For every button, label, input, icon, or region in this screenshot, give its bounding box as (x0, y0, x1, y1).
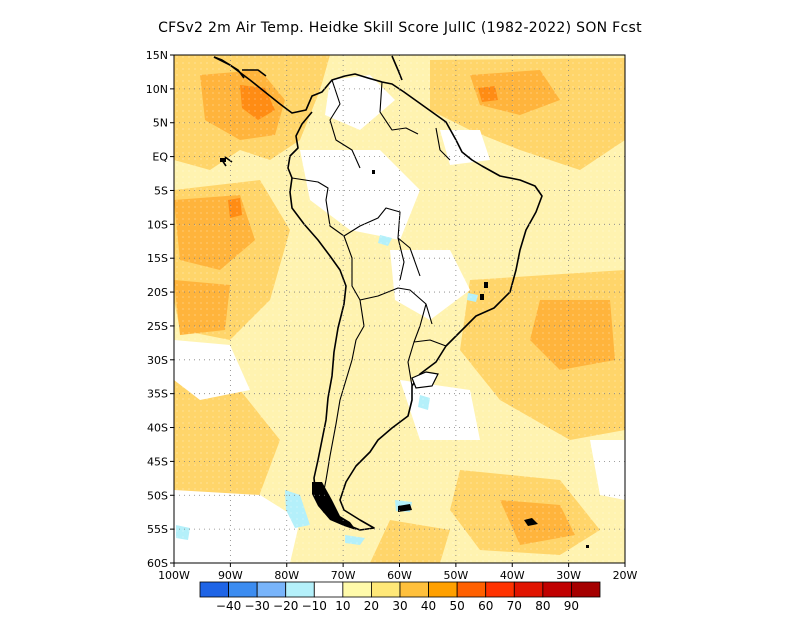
colorbar-label: 60 (478, 599, 493, 613)
colorbar-label: 90 (564, 599, 579, 613)
colorbar-swatch (256, 581, 287, 598)
map-title: CFSv2 2m Air Temp. Heidke Skill Score Ju… (158, 20, 642, 36)
colorbar-swatch (228, 581, 258, 598)
uruguay-lake (411, 371, 439, 389)
colorbar-label: 30 (392, 599, 407, 613)
lat-label: 60S (147, 557, 168, 570)
colorbar-label: 70 (507, 599, 522, 613)
lat-label: 35S (147, 388, 168, 401)
lon-label: 40W (500, 569, 525, 582)
colorbar-swatch (428, 581, 458, 598)
colorbar-label: 40 (421, 599, 436, 613)
lon-label: 50W (443, 569, 468, 582)
islands (220, 158, 589, 548)
longitude-labels: 100W 90W 80W 70W 60W 50W 40W 30W 20W (158, 563, 638, 582)
colorbar-swatch (199, 581, 229, 598)
lat-label: 15N (146, 49, 168, 62)
lat-label: 5N (153, 117, 168, 130)
lon-label: 60W (387, 569, 412, 582)
colorbar-label: −30 (244, 599, 269, 613)
lon-label: 20W (613, 569, 638, 582)
lat-label: EQ (152, 151, 168, 164)
lat-label: 55S (147, 523, 168, 536)
colorbar-swatch (456, 581, 487, 598)
lat-label: 30S (147, 354, 168, 367)
colorbar-label: −10 (302, 599, 327, 613)
lat-label: 10N (146, 83, 168, 96)
colorbar-swatch (513, 581, 544, 598)
colorbar: −40 −30 −20 −10 10 20 30 40 50 60 70 80 90 (199, 581, 601, 613)
lat-label: 5S (154, 184, 168, 197)
lat-label: 20S (147, 286, 168, 299)
lon-label: 100W (158, 569, 190, 582)
colorbar-label: 20 (364, 599, 379, 613)
lat-label: 50S (147, 489, 168, 502)
latitude-labels: 15N 10N 5N EQ 5S 10S 15S 20S 25S 30S 35S 40S 45S 50S 5… (146, 49, 174, 570)
colorbar-label: −40 (216, 599, 241, 613)
lat-label: 15S (147, 252, 168, 265)
colorbar-swatch (542, 581, 572, 598)
lon-label: 30W (556, 569, 581, 582)
skill-field (174, 55, 625, 563)
lon-label: 90W (218, 569, 243, 582)
country-borders (291, 79, 451, 501)
colorbar-swatch (342, 581, 372, 598)
colorbar-label: 10 (335, 599, 350, 613)
colorbar-swatch (485, 581, 515, 598)
lon-label: 70W (331, 569, 356, 582)
gridlines (174, 55, 625, 563)
colorbar-swatch (285, 581, 315, 598)
colorbar-swatch (399, 581, 429, 598)
lon-label: 80W (274, 569, 299, 582)
colorbar-swatch (371, 581, 401, 598)
colorbar-label: 50 (450, 599, 465, 613)
colorbar-label: −20 (273, 599, 298, 613)
colorbar-swatch (313, 581, 344, 598)
lat-label: 10S (147, 218, 168, 231)
colorbar-label: 80 (535, 599, 550, 613)
lat-label: 40S (147, 422, 168, 435)
colorbar-swatch (571, 581, 601, 598)
lat-label: 25S (147, 320, 168, 333)
lat-label: 45S (147, 455, 168, 468)
